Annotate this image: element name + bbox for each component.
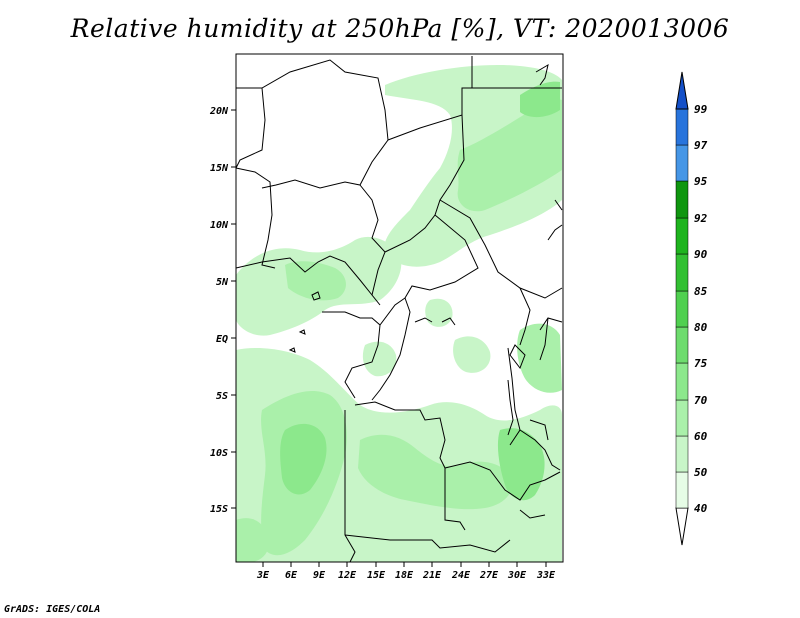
lat-label: 20N [209, 106, 229, 117]
colorbar-label: 50 [694, 466, 708, 479]
colorbar-label: 60 [694, 430, 708, 443]
colorbar-label: 80 [694, 321, 708, 334]
humidity-shading [236, 64, 562, 562]
colorbar-segment [675, 326, 689, 364]
colorbar-segment [675, 144, 689, 182]
colorbar-segment [675, 180, 689, 219]
lon-label: 21E [422, 570, 442, 581]
lon-label: 27E [479, 570, 499, 581]
colorbar-label: 95 [694, 175, 708, 188]
lat-label: 15N [210, 163, 229, 174]
colorbar-label: 92 [694, 212, 708, 225]
lon-label: 24E [451, 570, 471, 581]
country-borders [235, 56, 563, 563]
colorbar-label: 90 [694, 248, 708, 261]
grads-credit: GrADS: IGES/COLA [4, 604, 101, 615]
lat-label: 5N [216, 277, 229, 288]
lon-label: 6E [285, 570, 298, 581]
colorbar-bottom-triangle [675, 507, 689, 546]
colorbar-segment [675, 435, 689, 473]
colorbar-top-triangle [675, 71, 689, 110]
colorbar-label: 97 [694, 139, 708, 152]
map-title: Relative humidity at 250hPa [%], VT: 202… [70, 14, 730, 43]
colorbar-label: 99 [694, 103, 708, 116]
lat-label: 5S [216, 391, 228, 402]
colorbar-segment [675, 399, 689, 437]
colorbar-segment [675, 362, 689, 401]
lat-axis: 20N 15N 10N 5N EQ 5S 10S 15S [209, 106, 236, 515]
lon-label: 3E [256, 570, 270, 581]
colorbar-segment [675, 108, 689, 146]
lon-label: 12E [338, 570, 357, 581]
lon-axis: 3E 6E 9E 12E 15E 18E 21E 24E 27E 30E 33E [256, 562, 556, 581]
lat-label: EQ [216, 334, 228, 345]
lon-label: 18E [395, 570, 414, 581]
colorbar-label: 75 [694, 357, 708, 370]
colorbar-label: 40 [694, 502, 708, 515]
colorbar-segment [675, 471, 689, 509]
map-frame [235, 53, 564, 563]
lat-label: 10S [210, 448, 228, 459]
lon-label: 9E [313, 570, 326, 581]
colorbar-label: 70 [694, 394, 708, 407]
colorbar-segment [675, 217, 689, 255]
colorbar: 40 50 60 70 75 80 85 90 92 95 97 99 [675, 71, 708, 546]
lon-label: 30E [507, 570, 527, 581]
lat-label: 15S [210, 504, 228, 515]
colorbar-label: 85 [694, 285, 708, 298]
colorbar-segment [675, 290, 689, 328]
lon-label: 33E [536, 570, 556, 581]
lon-label: 15E [367, 570, 386, 581]
colorbar-segment [675, 253, 689, 292]
lat-label: 10N [210, 220, 229, 231]
